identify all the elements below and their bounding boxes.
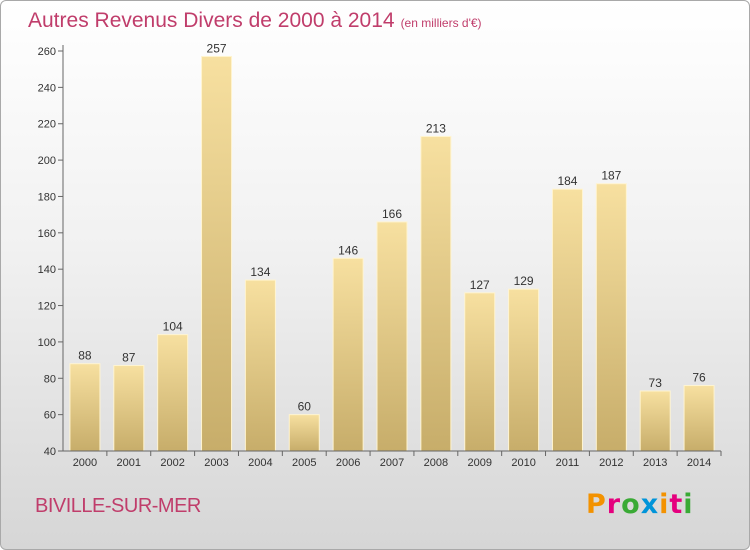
chart-title: Autres Revenus Divers de 2000 à 2014 (en … [28, 9, 482, 33]
data-label-2004: 134 [250, 265, 270, 279]
data-label-2001: 87 [122, 351, 136, 365]
data-label-2010: 129 [514, 274, 534, 288]
x-tick-label-2008: 2008 [424, 457, 448, 469]
y-tick-label: 60 [44, 410, 56, 422]
data-label-2013: 73 [649, 376, 663, 390]
bar-2002 [157, 334, 189, 452]
x-tick-label-2004: 2004 [248, 457, 272, 469]
x-tick-label-2007: 2007 [380, 457, 404, 469]
data-label-2003: 257 [207, 41, 227, 55]
x-tick-label-2000: 2000 [73, 457, 97, 469]
x-tick-label-2013: 2013 [643, 457, 667, 469]
logo-letter: P [586, 489, 607, 520]
bar-2001 [113, 365, 145, 452]
chart-title-text: Autres Revenus Divers de 2000 à 2014 [28, 9, 395, 32]
data-label-2000: 88 [78, 349, 92, 363]
y-tick-label: 200 [38, 155, 56, 167]
data-label-2011: 184 [557, 174, 577, 188]
bar-2006 [332, 257, 364, 452]
logo-letter: t [669, 489, 684, 520]
data-label-2006: 146 [338, 243, 358, 257]
data-label-2012: 187 [601, 169, 621, 183]
bar-2000 [69, 363, 101, 452]
bar-2012 [595, 183, 627, 452]
bar-2008 [420, 135, 452, 452]
y-tick-label: 100 [38, 337, 56, 349]
bar-2011 [551, 188, 583, 452]
x-tick-label-2014: 2014 [687, 457, 711, 469]
logo-letter: r [606, 489, 622, 520]
logo-letter: i [683, 489, 694, 520]
bar-2013 [639, 390, 671, 452]
logo-letter: o [621, 489, 641, 520]
x-axis: 2000 2001 2002 2003 2004 2005 2006 2007 2008 2009… [63, 450, 722, 469]
chart-subtitle: (en milliers d'€) [400, 16, 482, 30]
logo-letter: i [659, 489, 670, 520]
data-label-2002: 104 [163, 320, 183, 334]
bar-2014 [683, 385, 715, 452]
x-tick-label-2006: 2006 [336, 457, 360, 469]
x-tick-label-2009: 2009 [467, 457, 491, 469]
y-tick-label: 160 [38, 228, 56, 240]
data-label-2014: 76 [692, 371, 706, 385]
x-tick-label-2005: 2005 [292, 457, 316, 469]
x-tick-label-2010: 2010 [511, 457, 535, 469]
x-tick-label-2011: 2011 [556, 457, 580, 469]
data-label-2007: 166 [382, 207, 402, 221]
y-tick-label: 180 [38, 191, 56, 203]
bar-2009 [464, 292, 496, 452]
y-tick-label: 40 [44, 446, 56, 458]
y-tick-label: 220 [38, 119, 56, 131]
y-tick-label: 260 [38, 46, 56, 58]
bar-2003 [201, 55, 233, 452]
x-tick-label-2012: 2012 [599, 457, 623, 469]
proxiti-logo: Proxiti [586, 489, 694, 520]
x-tick-label-2002: 2002 [160, 457, 184, 469]
bars-group: 88 87 104 257 134 60 146 166 213 127 129 184 187 73 76 [69, 41, 715, 452]
bar-2007 [376, 221, 408, 452]
x-tick-label-2003: 2003 [204, 457, 228, 469]
y-tick-label: 120 [38, 301, 56, 313]
y-tick-label: 240 [38, 82, 56, 94]
commune-name: BIVILLE-SUR-MER [35, 495, 201, 517]
bar-2010 [508, 288, 540, 452]
data-label-2008: 213 [426, 121, 446, 135]
y-tick-label: 140 [38, 264, 56, 276]
y-axis: 40 60 80 100 120 140 160 180 200 220 240 260 [38, 45, 64, 458]
bar-2005 [288, 414, 320, 452]
x-tick-label-2001: 2001 [117, 457, 141, 469]
logo-letter: x [640, 489, 660, 520]
y-tick-label: 80 [44, 373, 56, 385]
data-label-2009: 127 [470, 278, 490, 292]
bar-2004 [244, 279, 276, 452]
data-label-2005: 60 [298, 400, 312, 414]
